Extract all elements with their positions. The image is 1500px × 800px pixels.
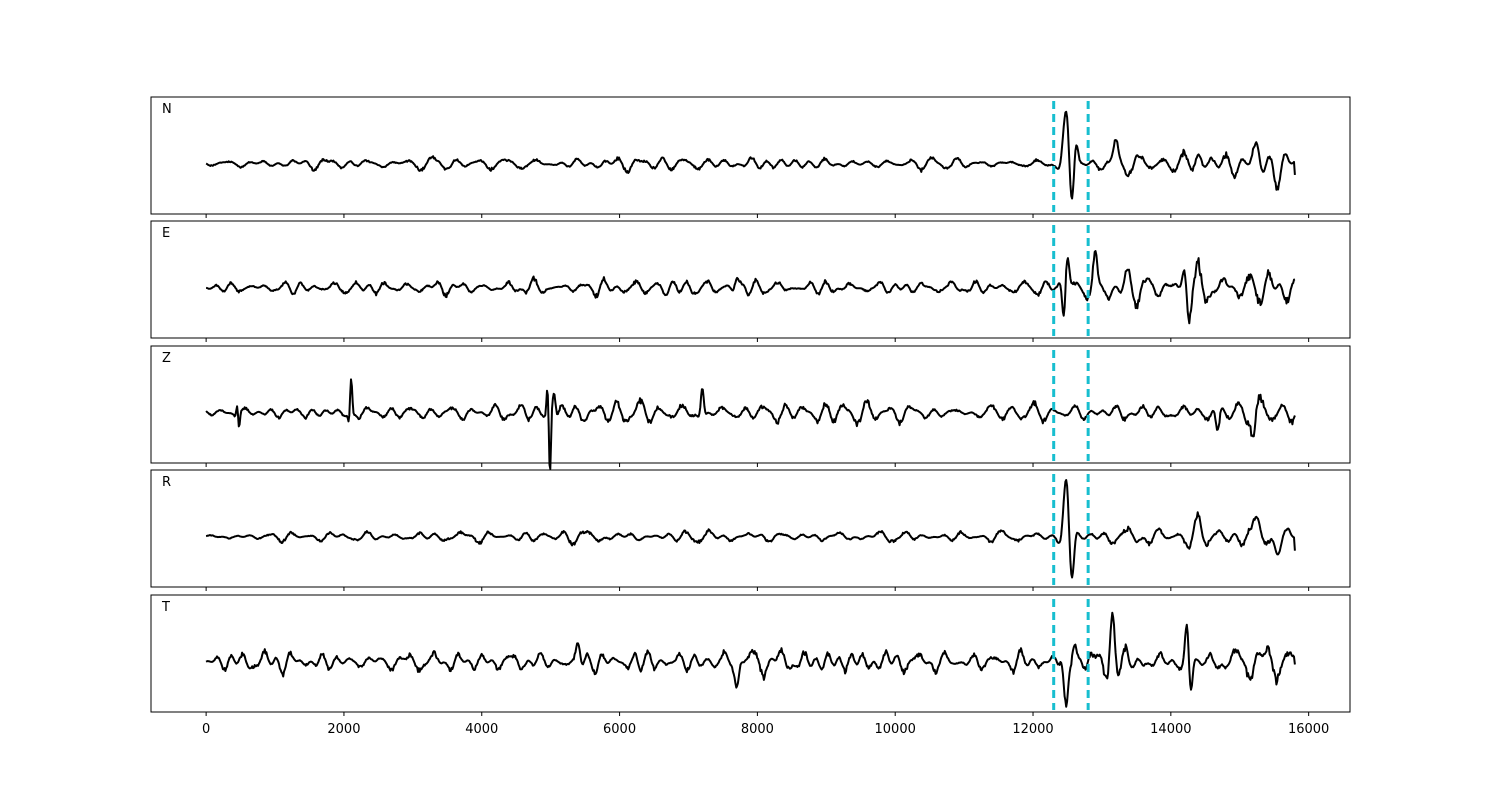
panel-frame [150, 220, 1351, 339]
waveform-trace-r [205, 479, 1296, 579]
panels-group: N E Z R T [150, 96, 1351, 716]
waveform-trace-z [205, 378, 1296, 470]
panel-frame [150, 345, 1351, 464]
panel-label: T [161, 600, 170, 615]
panel-e: E [150, 220, 1351, 342]
x-tick-label: 0 [202, 722, 210, 737]
x-tick-label: 10000 [875, 722, 916, 737]
panel-frame [150, 594, 1351, 713]
waveform-trace-e [205, 250, 1296, 325]
x-tick-label: 16000 [1288, 722, 1329, 737]
panel-label: R [162, 475, 171, 490]
x-tick-label: 6000 [603, 722, 636, 737]
panel-t: T [150, 594, 1351, 716]
panel-label: Z [162, 351, 171, 366]
x-tick-label: 14000 [1150, 722, 1191, 737]
x-tick-label: 4000 [465, 722, 498, 737]
panel-label: E [162, 226, 170, 241]
waveform-trace-t [205, 611, 1296, 708]
x-tick-label: 12000 [1012, 722, 1053, 737]
panel-frame [150, 469, 1351, 588]
panel-frame [150, 96, 1351, 215]
panel-r: R [150, 469, 1351, 591]
x-axis: 0 2000 4000 6000 8000 10000 12000 14000 16000 [202, 722, 1329, 737]
x-tick-label: 2000 [327, 722, 360, 737]
panel-n: N [150, 96, 1351, 218]
waveform-trace-n [205, 110, 1296, 200]
panel-z: Z [150, 345, 1351, 470]
x-tick-label: 8000 [741, 722, 774, 737]
panel-label: N [162, 102, 172, 117]
